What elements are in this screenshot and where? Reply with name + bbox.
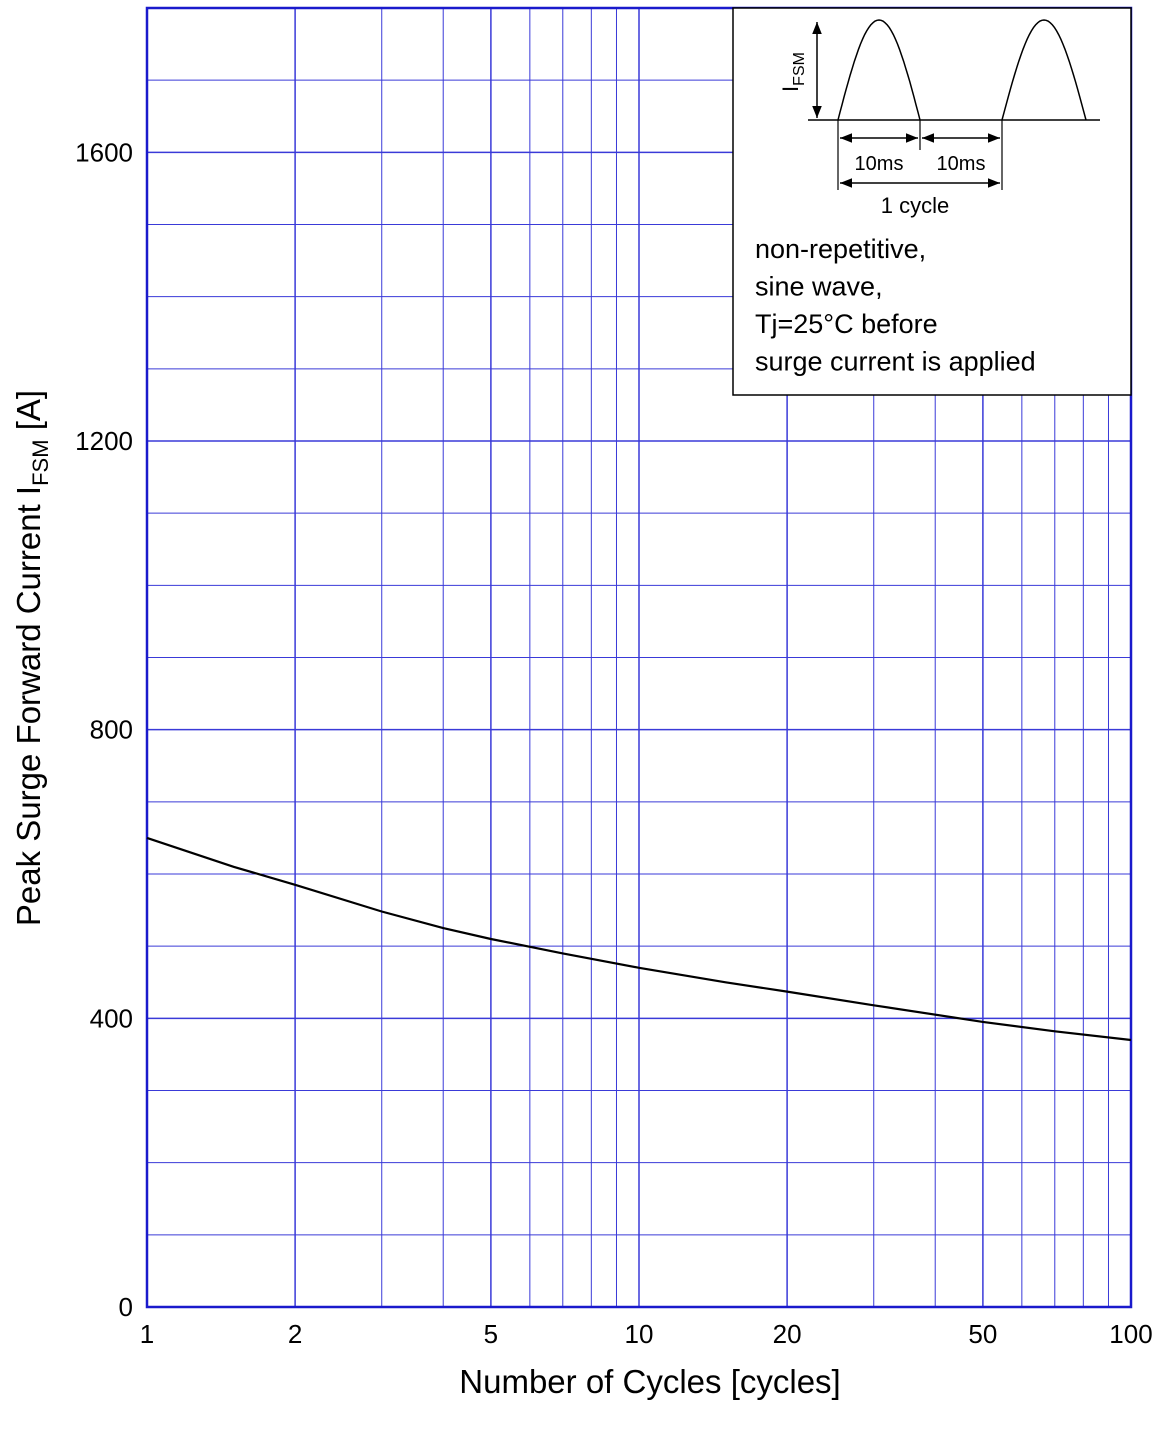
y-tick-label: 1200 [75, 426, 133, 456]
waveform-label: IFSM [778, 52, 808, 92]
y-tick-label: 800 [90, 715, 133, 745]
x-axis-label: Number of Cycles [cycles] [459, 1363, 840, 1400]
x-tick-label: 1 [140, 1319, 154, 1349]
y-tick-label: 1600 [75, 137, 133, 167]
inset-note: surge current is applied [755, 347, 1036, 377]
x-tick-label: 5 [484, 1319, 498, 1349]
inset-note: non-repetitive, [755, 234, 926, 264]
y-label-unit: [A] [10, 390, 47, 440]
sine-hump [1001, 19, 1087, 121]
inset-note: Tj=25°C before [755, 309, 938, 339]
sine-hump [837, 19, 921, 121]
y-tick-label: 400 [90, 1003, 133, 1033]
x-tick-label: 10 [625, 1319, 654, 1349]
label-main: I [778, 86, 803, 92]
plot-frame [145, 6, 1133, 1309]
y-axis-label: Peak Surge Forward Current IFSM [A] [10, 390, 53, 926]
dimension-label: 10ms [937, 153, 986, 175]
x-tick-label: 20 [773, 1319, 802, 1349]
x-tick-label: 100 [1109, 1319, 1152, 1349]
inset-box [732, 7, 1132, 396]
y-label-sub: FSM [28, 439, 53, 485]
label-sub: FSM [791, 52, 808, 86]
data-line [146, 836, 1132, 1042]
x-tick-label: 2 [288, 1319, 302, 1349]
dimension-label: 10ms [855, 153, 904, 175]
dimension-label: 1 cycle [881, 193, 949, 218]
y-label-main: Peak Surge Forward Current I [10, 486, 47, 926]
inset-note: sine wave, [755, 272, 883, 302]
y-tick-label: 0 [119, 1292, 133, 1322]
x-tick-label: 50 [968, 1319, 997, 1349]
